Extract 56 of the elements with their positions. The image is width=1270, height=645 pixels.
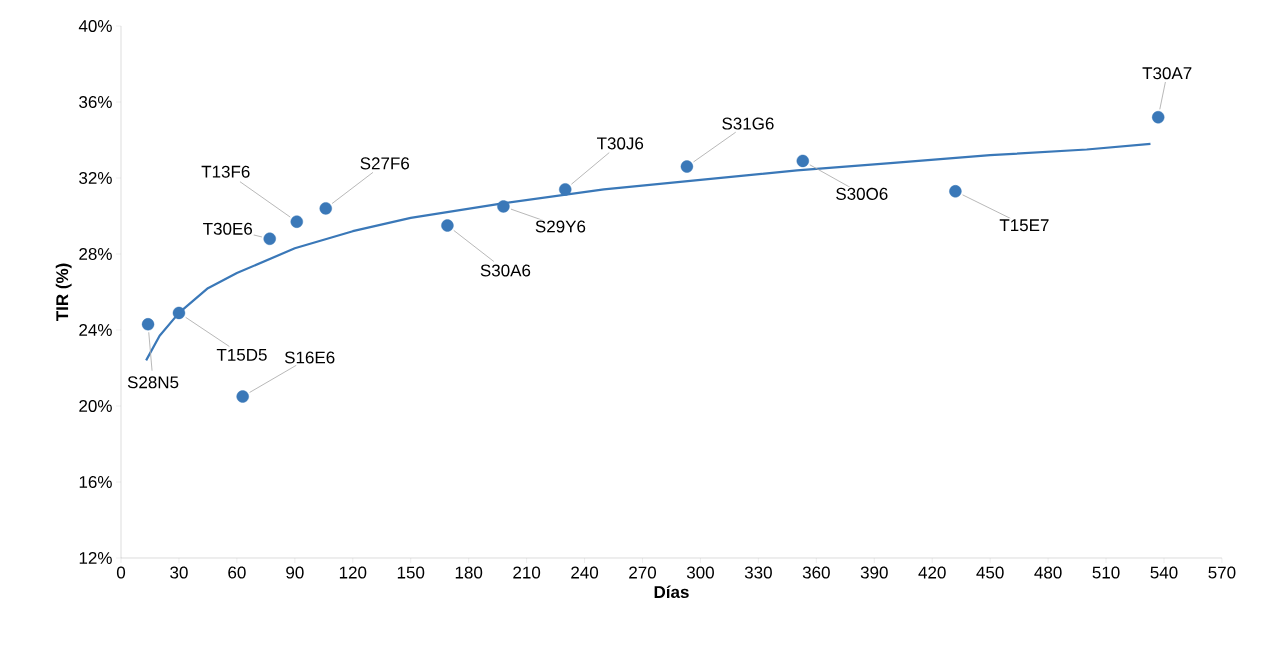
x-tick-label: 0 (116, 566, 126, 579)
x-tick-label: 540 (1150, 566, 1178, 579)
x-tick-label: 270 (629, 566, 657, 579)
point (172, 306, 186, 320)
annotation: T15E7 (999, 219, 1049, 232)
annotation: S16E6 (284, 351, 335, 364)
point (319, 202, 332, 215)
y-tick-label: 24% (79, 324, 112, 336)
x-tick-label: 390 (860, 566, 888, 579)
point (497, 200, 510, 213)
point (1151, 110, 1165, 124)
annotation: S29Y6 (535, 220, 586, 233)
x-tick-label: 360 (802, 566, 830, 579)
x-axis-title: Días (654, 585, 689, 599)
y-tick-label: 32% (79, 171, 112, 185)
x-tick-label: 300 (686, 566, 714, 579)
point (141, 318, 155, 331)
annotation: S27F6 (360, 157, 410, 170)
annotation: T30J6 (596, 137, 644, 150)
x-tick-label: 150 (397, 566, 425, 579)
point (236, 390, 249, 403)
annotation: S28N5 (127, 376, 179, 389)
annotation: T15D5 (216, 348, 267, 361)
x-tick-label: 420 (918, 566, 946, 579)
y-tick-label: 16% (79, 475, 112, 489)
x-tick-label: 510 (1092, 566, 1120, 579)
point (290, 215, 303, 228)
y-tick-label: 40% (78, 19, 112, 33)
x-tick-label: 210 (513, 566, 541, 579)
point (559, 183, 572, 196)
annotation: S31G6 (722, 117, 774, 130)
point (949, 185, 962, 198)
y-tick-label: 28% (79, 247, 112, 261)
x-tick-label: 480 (1034, 566, 1062, 579)
x-tick-label: 30 (170, 566, 188, 579)
x-tick-label: 330 (744, 566, 772, 579)
annotation: T13F6 (201, 165, 250, 178)
annotation: S30O6 (836, 187, 888, 200)
annotation: T30E6 (203, 222, 253, 235)
annotation: S30A6 (480, 264, 531, 277)
x-tick-label: 180 (455, 566, 483, 579)
x-tick-label: 90 (286, 566, 304, 579)
point (680, 160, 694, 173)
point (796, 154, 810, 168)
x-tick-label: 120 (339, 566, 367, 579)
x-tick-label: 240 (571, 566, 599, 579)
y-tick-label: 20% (79, 399, 112, 413)
x-tick-label: 570 (1208, 566, 1236, 579)
point (263, 232, 276, 245)
x-tick-label: 60 (228, 566, 246, 579)
y-tick-label: 12% (79, 552, 112, 564)
point (441, 219, 454, 232)
y-tick-label: 36% (79, 95, 112, 109)
annotation: T30A7 (1142, 67, 1192, 80)
x-tick-label: 450 (976, 566, 1004, 579)
y-axis-title: TIR (%) (55, 263, 72, 322)
